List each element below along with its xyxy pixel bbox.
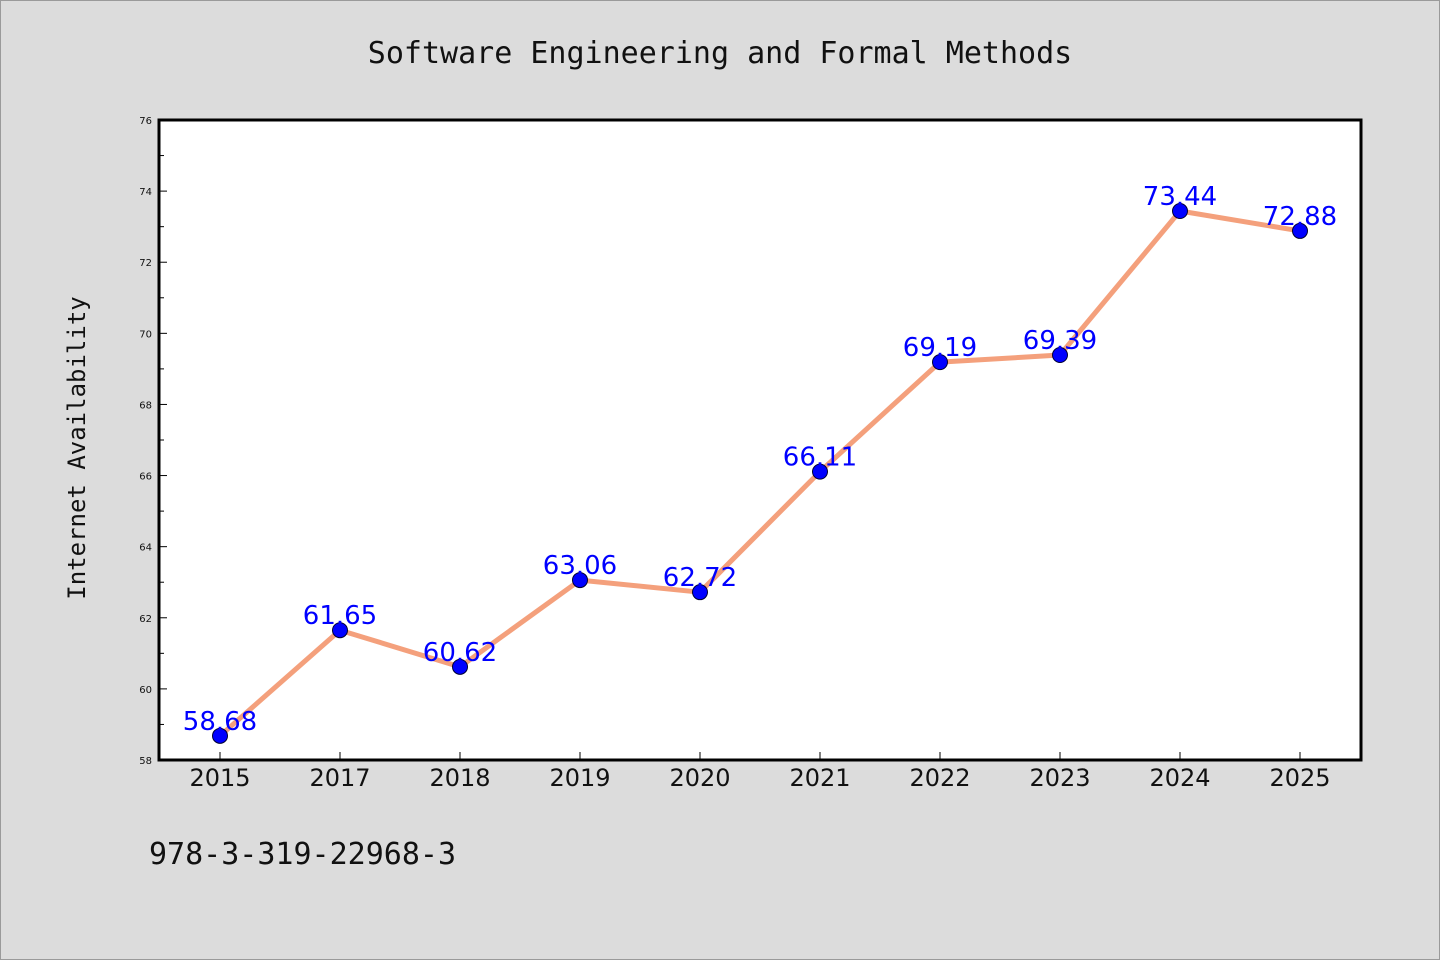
- x-tick-label: 2021: [789, 764, 850, 792]
- data-label: 63.06: [543, 551, 617, 581]
- x-tick-label: 2023: [1029, 764, 1090, 792]
- data-label: 60.62: [423, 638, 497, 668]
- x-tick-label: 2022: [909, 764, 970, 792]
- data-point-marker: [212, 727, 228, 744]
- y-tick-label: 66: [139, 472, 152, 483]
- y-tick-label: 70: [139, 329, 152, 340]
- data-point-marker: [572, 572, 588, 589]
- x-tick-label: 2025: [1269, 764, 1330, 792]
- x-tick-label: 2018: [429, 764, 490, 792]
- data-label: 73.44: [1143, 182, 1217, 212]
- isbn-note: 978-3-319-22968-3: [149, 837, 456, 872]
- data-label: 61.65: [303, 601, 377, 631]
- data-point-marker: [1052, 347, 1068, 364]
- y-tick-label: 76: [139, 116, 152, 127]
- data-point-marker: [932, 354, 948, 371]
- y-axis-ticks: 58 60 62 64 66 68 70 72 74 76: [139, 116, 167, 767]
- x-tick-label: 2019: [549, 764, 610, 792]
- data-label: 69.39: [1023, 326, 1097, 356]
- y-tick-label: 74: [139, 187, 152, 198]
- y-tick-label: 64: [139, 543, 152, 554]
- x-tick-label: 2015: [189, 764, 250, 792]
- data-point-marker: [692, 584, 708, 601]
- data-label: 69.19: [903, 333, 977, 363]
- y-tick-label: 68: [139, 400, 152, 411]
- data-point-marker: [452, 658, 468, 675]
- data-label: 62.72: [663, 563, 737, 593]
- x-tick-label: 2017: [309, 764, 370, 792]
- data-point-marker: [1292, 222, 1308, 239]
- y-tick-label: 58: [139, 756, 152, 767]
- data-point-marker: [812, 463, 828, 480]
- series-line-group: [218, 208, 1301, 738]
- data-label-group: 58.68 61.65 60.62 63.06 62.72 66.11 69.19 69.39…: [183, 182, 1337, 737]
- data-point-marker: [1172, 203, 1188, 220]
- data-label: 58.68: [183, 707, 257, 737]
- y-tick-label: 60: [139, 685, 152, 696]
- plot-area: [157, 118, 1363, 762]
- chart-title: Software Engineering and Formal Methods: [368, 36, 1072, 71]
- marker-group: [212, 203, 1308, 744]
- y-axis-label: Internet Availability: [63, 296, 91, 599]
- y-tick-label: 62: [139, 614, 152, 625]
- data-point-marker: [332, 622, 348, 639]
- data-label: 66.11: [783, 443, 857, 473]
- data-label: 72.88: [1263, 202, 1337, 232]
- x-tick-label: 2024: [1149, 764, 1210, 792]
- x-axis-ticks: 2015 2017 2018 2019 2020 2021 2022 2023 2024 2025: [189, 752, 1331, 792]
- y-tick-label: 72: [139, 258, 152, 269]
- x-tick-label: 2020: [669, 764, 730, 792]
- series-line: [218, 208, 1301, 738]
